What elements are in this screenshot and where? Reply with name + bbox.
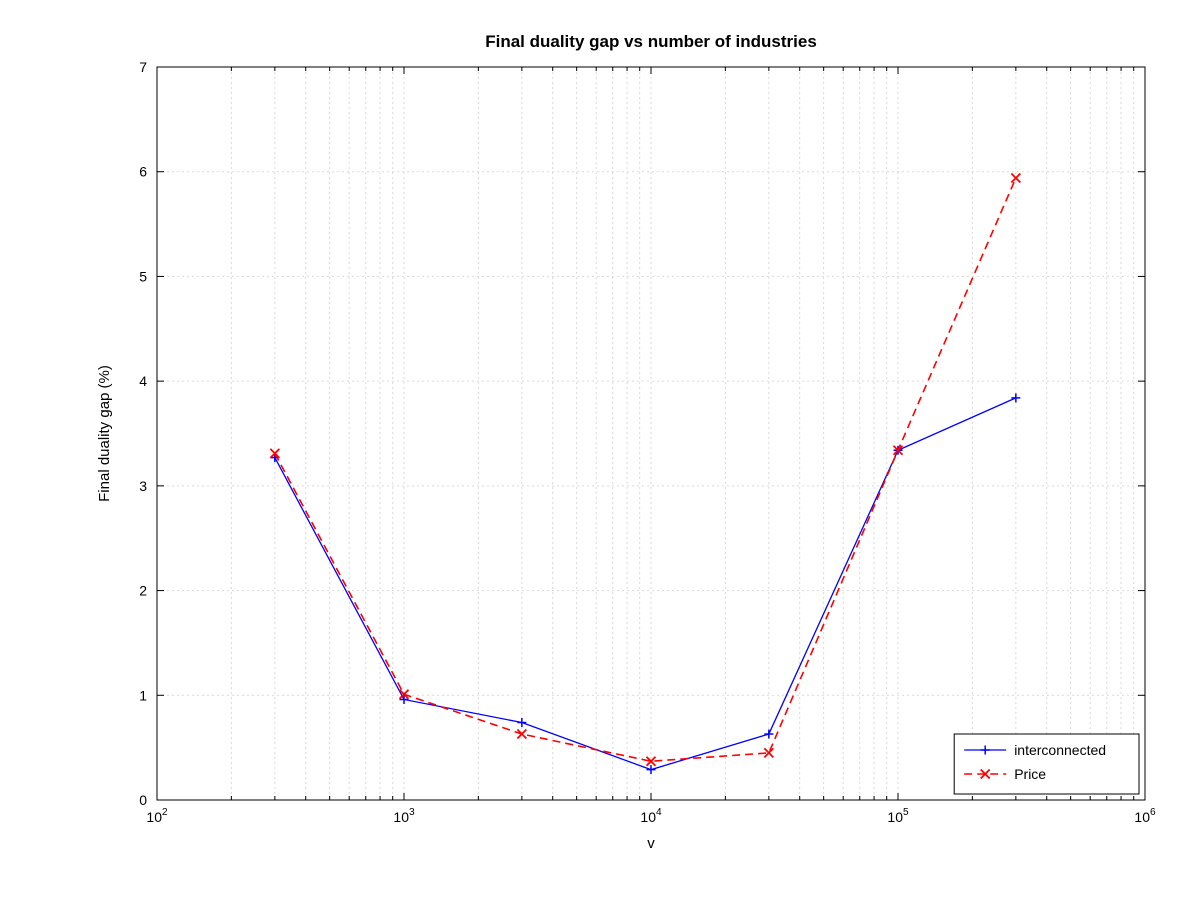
y-tick-label: 5 [139,268,147,284]
y-axis-label: Final duality gap (%) [96,365,113,502]
y-tick-label: 7 [139,59,147,75]
y-tick-label: 3 [139,478,147,494]
chart-title: Final duality gap vs number of industrie… [485,32,817,51]
legend-label: interconnected [1014,742,1106,758]
legend: interconnected Price [954,734,1139,794]
legend-label: Price [1014,766,1046,782]
y-tick-label: 0 [139,792,147,808]
y-tick-label: 6 [139,164,147,180]
y-tick-label: 1 [139,687,147,703]
chart: 10210310410510601234567vFinal duality ga… [0,0,1200,900]
x-axis-label: v [647,835,655,852]
y-tick-label: 2 [139,583,147,599]
y-tick-label: 4 [139,373,147,389]
